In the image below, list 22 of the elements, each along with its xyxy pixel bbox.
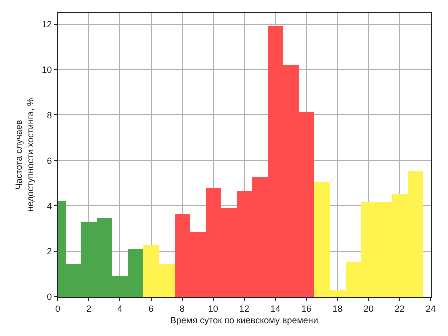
x-tick-label: 0: [55, 304, 61, 314]
x-tick-label: 10: [208, 304, 218, 314]
x-tick-label: 16: [302, 304, 312, 314]
x-tick-label: 4: [118, 304, 123, 314]
x-tick-label: 2: [86, 304, 92, 314]
x-axis-title: Время суток по киевскому времени: [170, 316, 318, 326]
x-tick-label: 12: [239, 304, 250, 314]
y-tick-label: 2: [47, 246, 52, 257]
y-tick-label: 6: [47, 156, 52, 166]
x-tick-label: 24: [426, 304, 436, 314]
x-tick-label: 14: [270, 304, 281, 314]
y-axis-title: Частота случаев недоступности хостинга, %: [14, 98, 36, 212]
x-tick-label: 18: [332, 304, 343, 314]
x-tick-label: 6: [148, 304, 154, 314]
y-tick-label: 4: [47, 201, 52, 212]
y-tick-label: 12: [42, 20, 52, 30]
x-tick-label: 8: [180, 304, 185, 314]
y-tick-label: 0: [47, 292, 52, 302]
x-tick-label: 22: [394, 304, 405, 314]
x-tick-label: 20: [364, 304, 374, 314]
y-tick-label: 8: [47, 110, 52, 120]
y-tick-label: 10: [42, 64, 52, 75]
